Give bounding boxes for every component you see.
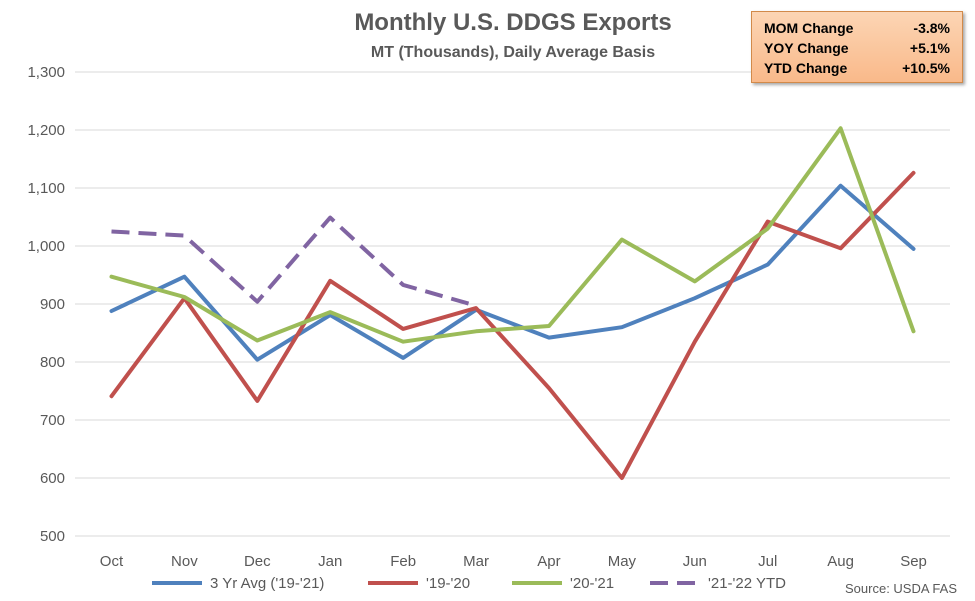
mom-change-row: MOM Change -3.8% <box>764 18 950 38</box>
series-line-0 <box>109 183 916 362</box>
ytd-change-row: YTD Change +10.5% <box>764 58 950 78</box>
x-tick-label: Nov <box>171 553 198 570</box>
x-tick-label: Jul <box>758 553 777 570</box>
y-tick-label: 500 <box>40 528 65 545</box>
x-tick-label: May <box>608 553 637 570</box>
x-tick-label: Sep <box>900 553 927 570</box>
y-tick-label: 800 <box>40 354 65 371</box>
legend-label: '20-'21 <box>570 575 614 592</box>
legend: 3 Yr Avg ('19-'21) '19-'20 '20-'21 '21-'22 … <box>152 575 786 592</box>
y-tick-label: 600 <box>40 470 65 487</box>
source-note: Source: USDA FAS <box>845 581 957 596</box>
yoy-change-label: YOY Change <box>764 40 849 56</box>
gridlines <box>75 71 950 537</box>
chart-subtitle: MT (Thousands), Daily Average Basis <box>371 44 655 61</box>
yoy-change-row: YOY Change +5.1% <box>764 38 950 58</box>
chart-title: Monthly U.S. DDGS Exports <box>354 9 671 36</box>
y-tick-label: 900 <box>40 296 65 313</box>
x-tick-label: Feb <box>390 553 416 570</box>
series-line-1 <box>109 170 916 480</box>
x-tick-label: Apr <box>537 553 560 570</box>
series-line-2 <box>109 126 916 344</box>
series-lines <box>109 126 916 480</box>
x-tick-label: Oct <box>100 553 124 570</box>
legend-label: '19-'20 <box>426 575 470 592</box>
legend-label: 3 Yr Avg ('19-'21) <box>210 575 324 592</box>
mom-change-value: -3.8% <box>913 20 950 36</box>
x-axis-ticks: Oct Nov Dec Jan Feb Mar Apr May Jun Jul Aug Sep <box>100 553 927 570</box>
y-tick-label: 1,100 <box>27 180 65 197</box>
x-tick-label: Aug <box>827 553 854 570</box>
legend-label: '21-'22 YTD <box>708 575 786 592</box>
x-tick-label: Dec <box>244 553 271 570</box>
y-tick-label: 1,200 <box>27 122 65 139</box>
ytd-change-value: +10.5% <box>902 60 950 76</box>
yoy-change-value: +5.1% <box>909 40 950 56</box>
change-summary-box: MOM Change -3.8% YOY Change +5.1% YTD Ch… <box>751 11 963 83</box>
x-tick-label: Jun <box>683 553 707 570</box>
ytd-change-label: YTD Change <box>764 60 848 76</box>
series-line-3 <box>111 215 477 308</box>
x-tick-label: Mar <box>463 553 489 570</box>
y-tick-label: 700 <box>40 412 65 429</box>
y-tick-label: 1,000 <box>27 238 65 255</box>
y-tick-label: 1,300 <box>27 64 65 81</box>
x-tick-label: Jan <box>318 553 342 570</box>
y-axis-ticks: 500 600 700 800 900 1,000 1,100 1,200 1,300 <box>27 64 65 545</box>
mom-change-label: MOM Change <box>764 20 854 36</box>
